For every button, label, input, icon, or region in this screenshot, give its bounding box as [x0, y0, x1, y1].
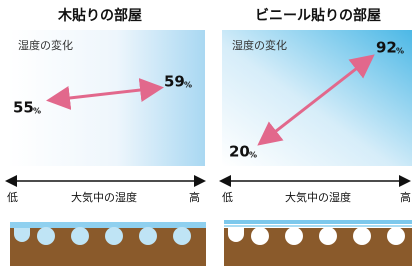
axis-label: 大気中の湿度 [71, 190, 137, 204]
axis-high: 高 [400, 190, 411, 204]
caption: 湿度の変化 [232, 38, 287, 52]
unit: % [184, 81, 192, 90]
vinyl-wall [224, 220, 412, 266]
caption: 湿度の変化 [18, 38, 73, 52]
axis-high: 高 [189, 190, 200, 204]
axis-low: 低 [7, 191, 18, 204]
axis-label: 大気中の湿度 [285, 190, 351, 204]
end-value: 92 [376, 39, 397, 57]
axis-low: 低 [222, 191, 233, 204]
diagram: 木貼りの部屋 湿度の変化 55 % 59 % 低 大気中の湿度 高 ビニール貼り… [0, 0, 412, 266]
wood-wall [10, 222, 206, 266]
unit: % [396, 47, 404, 56]
unit: % [249, 151, 257, 160]
start-value: 20 [229, 143, 250, 161]
end-value: 59 [164, 73, 185, 91]
panel-title: ビニール貼りの部屋 [255, 7, 381, 24]
start-value: 55 [13, 99, 34, 117]
unit: % [33, 107, 41, 116]
panel-title: 木貼りの部屋 [57, 7, 142, 24]
